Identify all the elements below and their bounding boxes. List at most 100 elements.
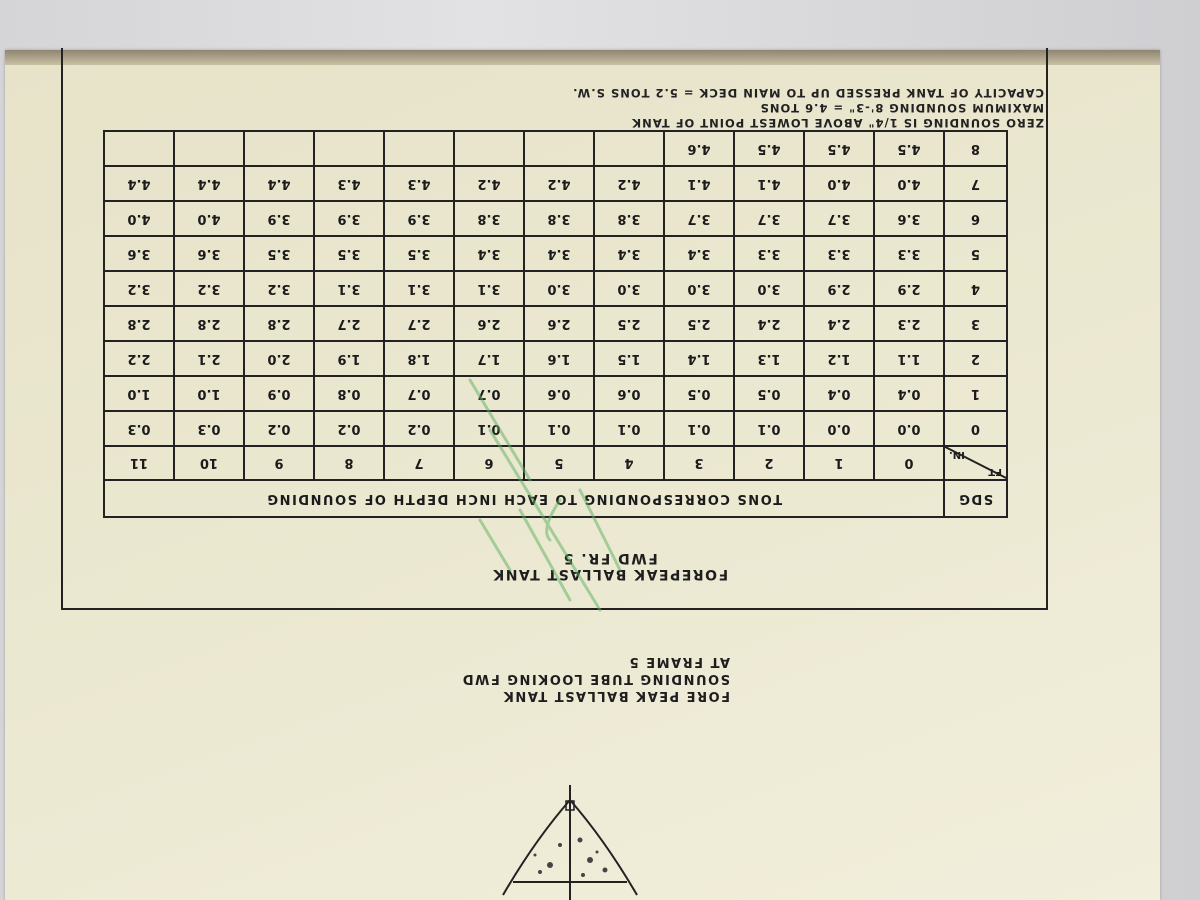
feet-cell: 4 <box>944 271 1007 306</box>
tons-cell: 0.1 <box>524 411 594 446</box>
inch-header-cell: 6 <box>454 446 524 480</box>
tons-cell: 2.1 <box>174 341 244 376</box>
inch-header-cell: 0 <box>874 446 944 480</box>
tons-cell: 2.9 <box>874 271 944 306</box>
tons-cell: 0.2 <box>314 411 384 446</box>
tons-cell: 4.0 <box>104 201 174 236</box>
tons-cell: 4.0 <box>804 166 874 201</box>
table-row: 0 0.0 0.0 0.1 0.1 0.1 0.1 0.1 0.2 0.2 0.2 0.3 0.3 <box>104 411 1007 446</box>
tons-cell: 3.9 <box>314 201 384 236</box>
tons-cell: 3.0 <box>734 271 804 306</box>
tons-cell: 0.1 <box>734 411 804 446</box>
feet-cell: 3 <box>944 306 1007 341</box>
sub-caption-line-3: AT FRAME 5 <box>628 654 730 669</box>
tons-cell: 3.1 <box>454 271 524 306</box>
in-label: IN. <box>949 449 965 460</box>
table-row: 3 2.3 2.4 2.4 2.5 2.5 2.6 2.6 2.7 2.7 2.8 2.8 2.8 <box>104 306 1007 341</box>
tons-cell: 0.2 <box>384 411 454 446</box>
tons-cell: 4.3 <box>314 166 384 201</box>
tons-cell: 0.1 <box>594 411 664 446</box>
tons-cell: 2.7 <box>314 306 384 341</box>
tons-cell <box>454 131 524 166</box>
feet-cell: 0 <box>944 411 1007 446</box>
table-row: 1 0.4 0.4 0.5 0.5 0.6 0.6 0.7 0.7 0.8 0.9 1.0 1.0 <box>104 376 1007 411</box>
tons-cell: 0.4 <box>874 376 944 411</box>
sdg-header: SDG <box>944 480 1007 517</box>
table-row: 7 4.0 4.0 4.1 4.1 4.2 4.2 4.2 4.3 4.3 4.4 4.4 4.4 <box>104 166 1007 201</box>
inch-header-cell: 5 <box>524 446 594 480</box>
tons-cell: 4.0 <box>874 166 944 201</box>
tons-cell: 3.8 <box>454 201 524 236</box>
tons-cell <box>244 131 314 166</box>
tons-cell: 3.5 <box>314 236 384 271</box>
tons-cell: 3.4 <box>594 236 664 271</box>
tons-cell: 1.9 <box>314 341 384 376</box>
tons-cell: 3.2 <box>244 271 314 306</box>
table-caption-row: SDG TONS CORRESPONDING TO EACH INCH DEPT… <box>104 480 1007 517</box>
tank-notes: ZERO SOUNDING IS 1/4" ABOVE LOWEST POINT… <box>572 85 1044 130</box>
sounding-table: SDG TONS CORRESPONDING TO EACH INCH DEPT… <box>103 130 1008 518</box>
feet-cell: 7 <box>944 166 1007 201</box>
inch-header-cell: 2 <box>734 446 804 480</box>
inch-header-cell: 4 <box>594 446 664 480</box>
tons-cell: 2.4 <box>734 306 804 341</box>
table-row: 4 2.9 2.9 3.0 3.0 3.0 3.0 3.1 3.1 3.1 3.2 3.2 3.2 <box>104 271 1007 306</box>
tons-cell <box>384 131 454 166</box>
tons-cell: 0.2 <box>244 411 314 446</box>
table-row: 8 4.5 4.5 4.5 4.6 <box>104 131 1007 166</box>
tons-cell: 1.6 <box>524 341 594 376</box>
note-capacity: CAPACITY OF TANK PRESSED UP TO MAIN DECK… <box>572 86 1044 100</box>
tons-cell: 4.2 <box>594 166 664 201</box>
inch-header-cell: 9 <box>244 446 314 480</box>
tons-cell: 2.9 <box>804 271 874 306</box>
tons-cell: 2.8 <box>244 306 314 341</box>
sub-caption-line-2: SOUNDING TUBE LOOKING FWD <box>461 671 730 686</box>
tons-cell <box>104 131 174 166</box>
sub-caption: FORE PEAK BALLAST TANK SOUNDING TUBE LOO… <box>461 653 730 704</box>
tons-cell: 3.0 <box>524 271 594 306</box>
tons-cell: 3.4 <box>664 236 734 271</box>
table-row: 5 3.3 3.3 3.3 3.4 3.4 3.4 3.4 3.5 3.5 3.5 3.6 3.6 <box>104 236 1007 271</box>
tons-cell: 2.8 <box>104 306 174 341</box>
tons-cell: 3.7 <box>804 201 874 236</box>
tons-cell: 1.3 <box>734 341 804 376</box>
tons-cell: 3.3 <box>874 236 944 271</box>
tons-cell: 4.6 <box>664 131 734 166</box>
tons-cell: 2.7 <box>384 306 454 341</box>
tons-cell: 0.3 <box>104 411 174 446</box>
tons-cell <box>314 131 384 166</box>
feet-cell: 8 <box>944 131 1007 166</box>
tank-section-diagram <box>502 785 638 900</box>
tons-cell: 2.5 <box>664 306 734 341</box>
tons-cell: 1.1 <box>874 341 944 376</box>
tons-cell: 0.8 <box>314 376 384 411</box>
tons-cell: 2.4 <box>804 306 874 341</box>
tons-cell <box>524 131 594 166</box>
tons-cell: 0.6 <box>524 376 594 411</box>
feet-cell: 2 <box>944 341 1007 376</box>
tons-cell: 4.2 <box>454 166 524 201</box>
tons-cell: 1.8 <box>384 341 454 376</box>
ft-label: FT <box>988 466 1002 477</box>
tons-cell: 4.5 <box>874 131 944 166</box>
tons-cell: 0.0 <box>804 411 874 446</box>
tons-cell: 3.3 <box>734 236 804 271</box>
tons-cell: 0.0 <box>874 411 944 446</box>
inch-header-row: FT IN. 0 1 2 3 4 5 6 7 8 9 10 11 <box>104 446 1007 480</box>
tons-cell: 3.7 <box>734 201 804 236</box>
tons-cell: 0.3 <box>174 411 244 446</box>
tons-cell: 3.1 <box>384 271 454 306</box>
inch-header-cell: 3 <box>664 446 734 480</box>
tons-cell: 1.2 <box>804 341 874 376</box>
tons-cell: 2.6 <box>524 306 594 341</box>
table-caption: TONS CORRESPONDING TO EACH INCH DEPTH OF… <box>104 480 944 517</box>
tons-cell: 2.8 <box>174 306 244 341</box>
ft-in-header: FT IN. <box>944 446 1007 480</box>
table-row: 6 3.6 3.7 3.7 3.7 3.8 3.8 3.8 3.9 3.9 3.9 4.0 4.0 <box>104 201 1007 236</box>
sub-caption-line-1: FORE PEAK BALLAST TANK <box>502 688 730 703</box>
tons-cell: 2.3 <box>874 306 944 341</box>
tons-cell: 4.1 <box>664 166 734 201</box>
tons-cell <box>174 131 244 166</box>
tons-cell: 0.5 <box>734 376 804 411</box>
tons-cell: 3.9 <box>244 201 314 236</box>
